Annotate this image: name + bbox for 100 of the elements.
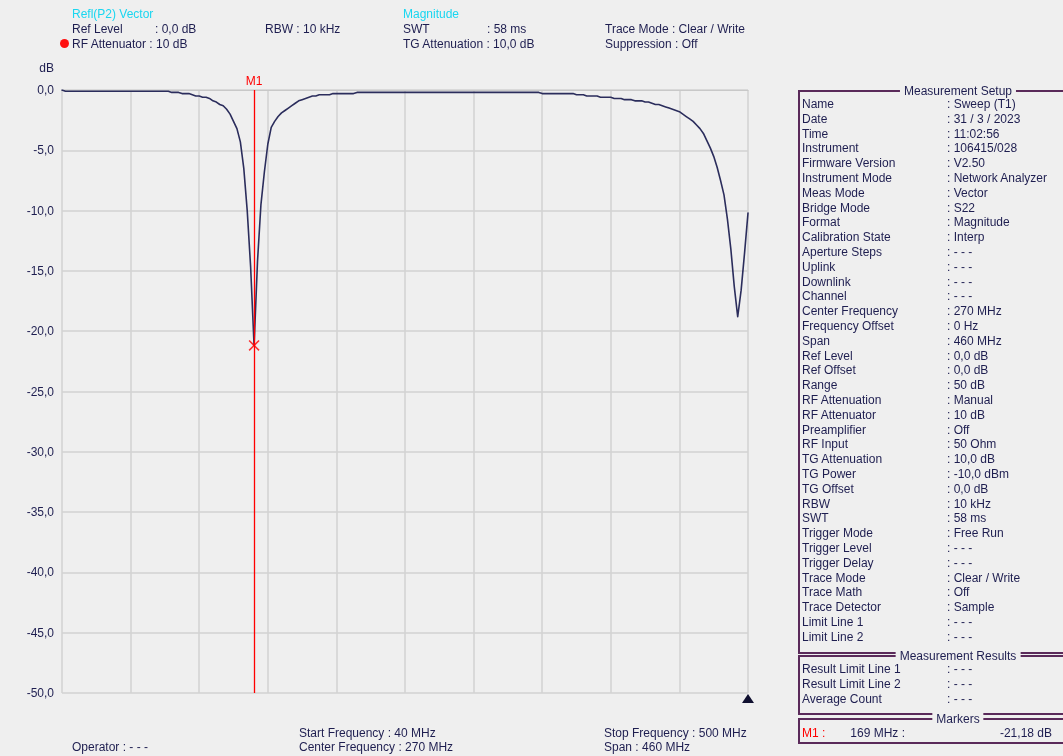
text: : - - - <box>947 541 973 555</box>
text: : 11:02:56 <box>947 126 1000 141</box>
text: : Sample <box>947 600 995 615</box>
text: : - - - <box>947 676 973 691</box>
text: : Interp <box>947 230 985 245</box>
text: : 270 MHz <box>947 304 1002 319</box>
text: : - - - <box>947 662 973 676</box>
text: : 0,0 dB <box>947 481 989 496</box>
text: : 50 Ohm <box>947 437 997 452</box>
text: Frequency Offset <box>802 319 894 333</box>
text: Result Limit Line 1 <box>802 662 901 676</box>
text: : Clear / Write <box>947 570 1021 585</box>
text: : - - - <box>947 691 973 706</box>
text: : 10 kHz <box>947 496 992 511</box>
text: Start Frequency : 40 MHz <box>299 726 436 740</box>
text: Center Frequency : 270 MHz <box>299 740 454 754</box>
text: RBW <box>802 496 830 511</box>
text: Meas Mode <box>802 185 865 200</box>
text: Calibration State <box>802 230 891 245</box>
text: M1 : <box>802 726 826 740</box>
text: Stop Frequency : 500 MHz <box>604 726 747 740</box>
text: : V2.50 <box>947 156 986 171</box>
text: TG Power <box>802 467 857 481</box>
text: Measurement Setup <box>899 84 1017 98</box>
text: Instrument Mode <box>802 171 893 185</box>
text: Instrument <box>802 141 859 156</box>
text: : Network Analyzer <box>947 171 1048 185</box>
text: : S22 <box>947 200 976 215</box>
text: : 0,0 dB <box>155 22 197 36</box>
text: : 460 MHz <box>947 333 1002 348</box>
text: Ref Level <box>72 22 123 36</box>
text: SWT <box>403 22 430 36</box>
text: : Magnitude <box>947 215 1010 230</box>
text: Format <box>802 215 841 230</box>
y-tick-label: -25,0 <box>26 384 55 399</box>
text: : 50 dB <box>947 378 986 393</box>
text: : - - - <box>947 615 973 629</box>
text: Aperture Steps <box>802 245 883 259</box>
y-tick-label: -5,0 <box>33 143 55 158</box>
y-tick-label: -10,0 <box>26 203 55 218</box>
text: : - - - <box>947 629 973 644</box>
text: : -10,0 dBm <box>947 467 1010 481</box>
text: Refl(P2) Vector <box>72 7 154 21</box>
text: : - - - <box>947 245 973 259</box>
text: -21,18 dB <box>999 726 1052 740</box>
text: : 10 dB <box>947 407 986 422</box>
text: M1 <box>245 74 263 88</box>
text: : 0 Hz <box>947 319 979 333</box>
text: Span : 460 MHz <box>604 740 691 754</box>
y-tick-label: -35,0 <box>26 505 55 520</box>
text: Bridge Mode <box>802 200 871 215</box>
y-tick-label: -40,0 <box>26 565 55 580</box>
text: Name <box>802 97 835 111</box>
text: Suppression : Off <box>605 37 698 51</box>
text: Trace Math <box>802 585 863 600</box>
text: : 58 ms <box>947 511 987 526</box>
text: Ref Offset <box>802 363 856 378</box>
text: Markers <box>932 712 984 726</box>
text: Measurement Results <box>895 649 1021 663</box>
text: : Vector <box>947 185 988 200</box>
text: Result Limit Line 2 <box>802 676 901 691</box>
text: Trace Mode <box>802 570 866 585</box>
text: RBW : 10 kHz <box>265 22 341 36</box>
y-tick-label: -50,0 <box>26 686 55 700</box>
text: SWT <box>802 511 829 526</box>
text: Downlink <box>802 274 851 289</box>
text: : Manual <box>947 393 994 407</box>
y-tick-label: -20,0 <box>26 324 55 339</box>
text: Ref Level <box>802 348 853 363</box>
text: : 106415/028 <box>947 141 1018 156</box>
text: : Free Run <box>947 526 1004 541</box>
text: Limit Line 2 <box>802 629 864 644</box>
text: Operator : - - - <box>72 740 149 754</box>
text: Preamplifier <box>802 422 867 437</box>
text: Time <box>802 126 829 141</box>
text: Trigger Level <box>802 541 872 555</box>
text: RF Attenuator : 10 dB <box>72 37 188 51</box>
text: Trace Detector <box>802 600 881 615</box>
text: TG Attenuation : 10,0 dB <box>403 37 535 51</box>
text: Firmware Version <box>802 156 896 171</box>
text: RF Attenuator <box>802 407 877 422</box>
text: 169 MHz : <box>850 726 905 740</box>
text: : - - - <box>947 274 973 289</box>
text: Average Count <box>802 691 882 706</box>
text: TG Offset <box>802 481 854 496</box>
y-tick-label: 0,0 <box>37 83 55 97</box>
text: : 0,0 dB <box>947 348 989 363</box>
text: : 31 / 3 / 2023 <box>947 111 1021 126</box>
text: : - - - <box>947 555 973 570</box>
text: : Off <box>947 585 970 600</box>
text: TG Attenuation <box>802 452 883 467</box>
text: Channel <box>802 289 847 304</box>
text: : Off <box>947 422 970 437</box>
text: Center Frequency <box>802 304 899 319</box>
text: Trigger Delay <box>802 555 874 570</box>
y-tick-label: -30,0 <box>26 444 55 459</box>
text: : Sweep (T1) <box>947 97 1016 111</box>
y-tick-label: -45,0 <box>26 625 55 640</box>
text: : 58 ms <box>487 22 527 36</box>
text: Limit Line 1 <box>802 615 864 629</box>
